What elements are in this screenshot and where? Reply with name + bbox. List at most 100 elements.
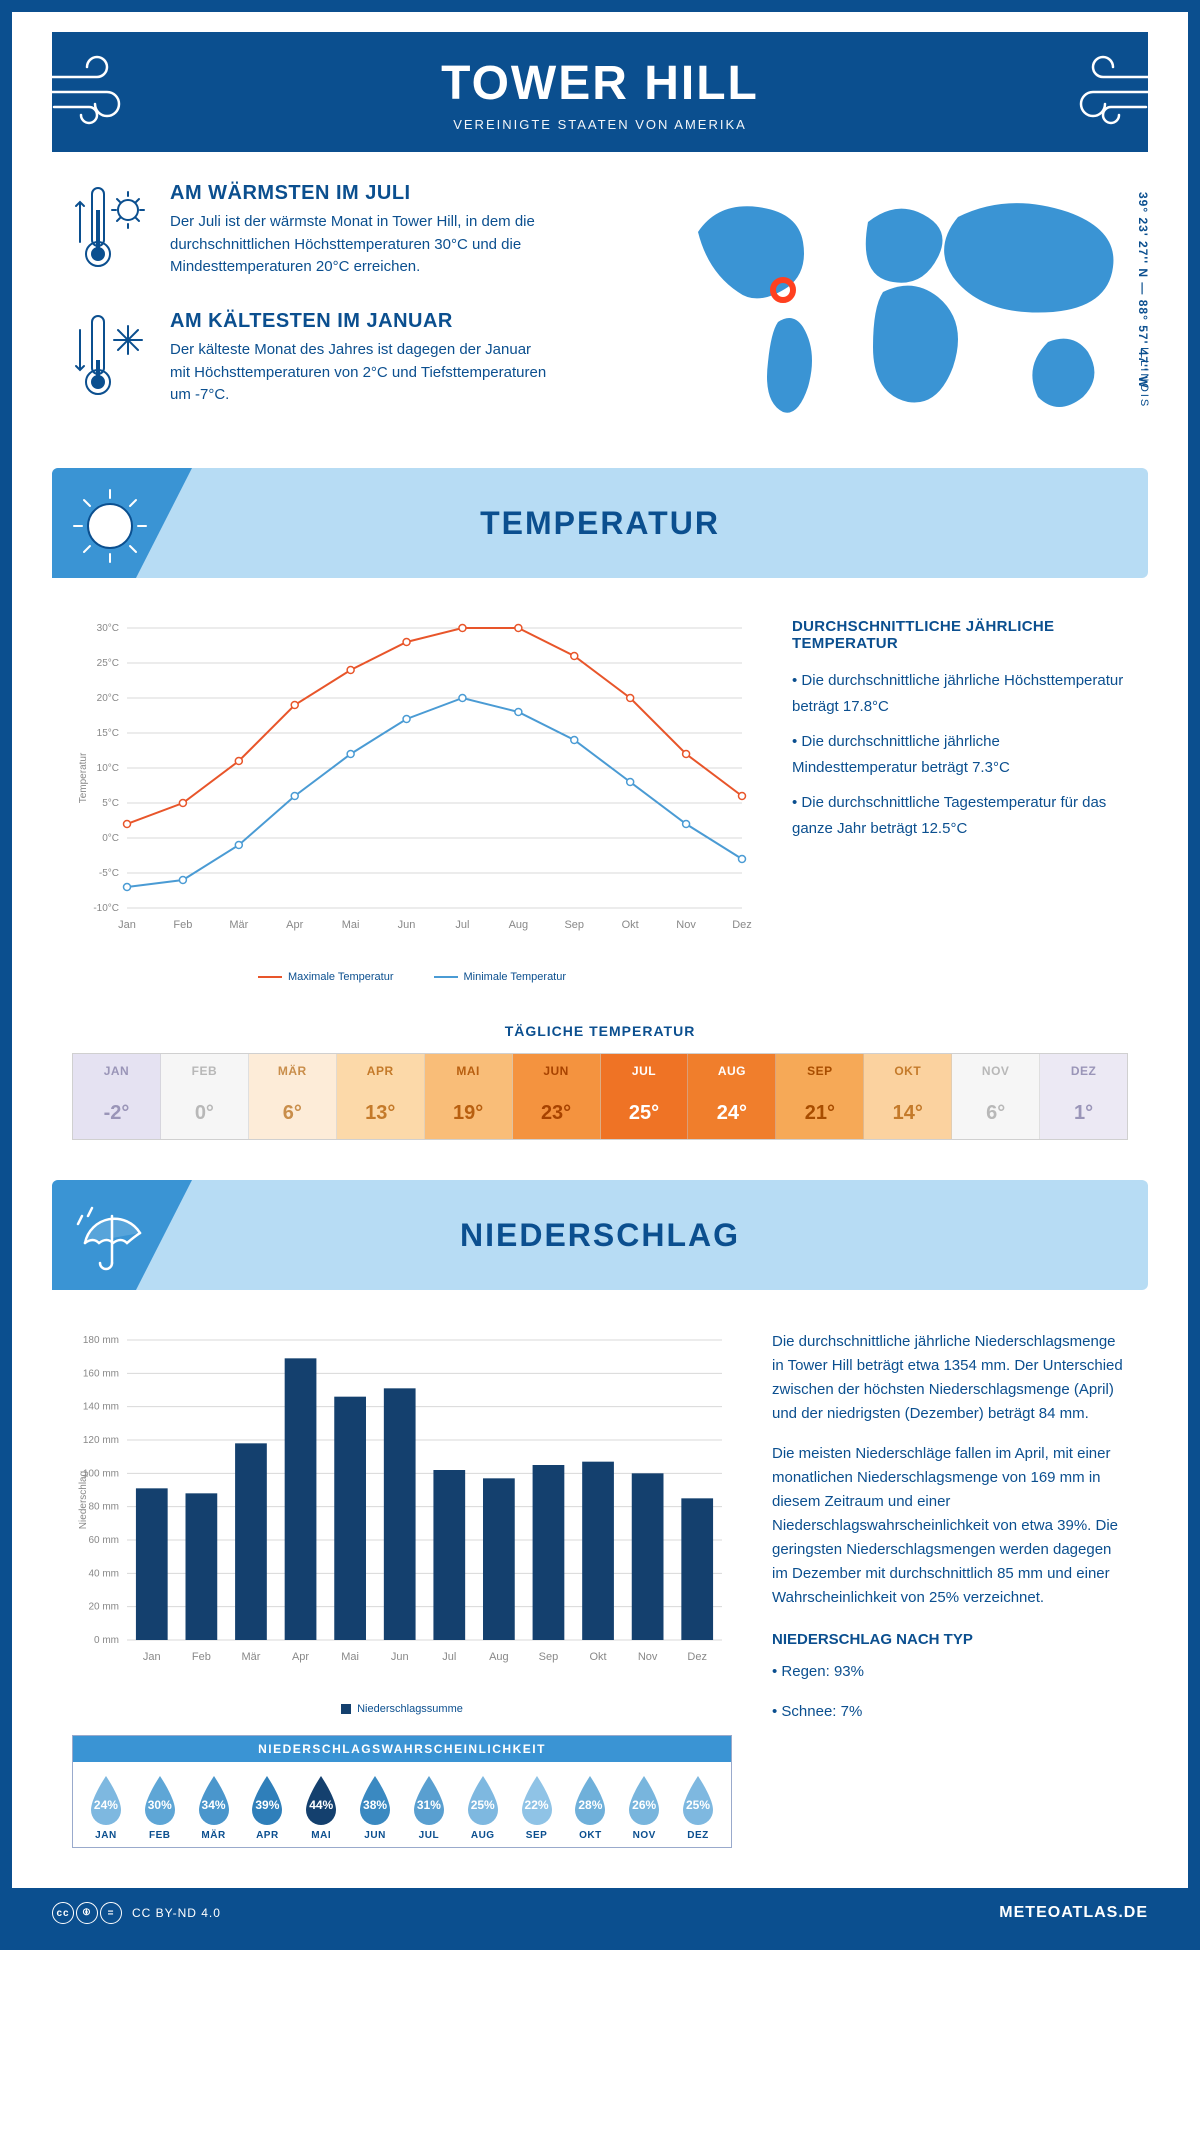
svg-text:Temperatur: Temperatur <box>78 752 89 803</box>
coldest-title: AM KÄLTESTEN IM JANUAR <box>170 310 550 333</box>
precip-banner: NIEDERSCHLAG <box>52 1180 1148 1290</box>
raindrop-icon: 44% <box>300 1774 342 1826</box>
svg-text:15°C: 15°C <box>97 728 119 739</box>
type-line: • Regen: 93% <box>772 1660 1128 1684</box>
daily-cell: FEB0° <box>161 1054 249 1139</box>
summary-bullet: • Die durchschnittliche jährliche Mindes… <box>792 729 1128 780</box>
svg-text:Jun: Jun <box>398 919 416 931</box>
summary-bullet: • Die durchschnittliche jährliche Höchst… <box>792 668 1128 719</box>
temperature-legend: Maximale Temperatur Minimale Temperatur <box>72 971 752 983</box>
probability-cell: 25% DEZ <box>671 1774 725 1841</box>
daily-temp-table: JAN-2° FEB0° MÄR6° APR13° MAI19° JUN23° … <box>72 1053 1128 1140</box>
cc-icon: cc🅯= <box>52 1902 122 1924</box>
raindrop-icon: 24% <box>85 1774 127 1826</box>
svg-text:160 mm: 160 mm <box>83 1368 119 1379</box>
raindrop-icon: 22% <box>516 1774 558 1826</box>
svg-text:25°C: 25°C <box>97 658 119 669</box>
svg-text:Jan: Jan <box>118 919 136 931</box>
svg-text:Apr: Apr <box>286 919 303 931</box>
coldest-text: Der kälteste Monat des Jahres ist dagege… <box>170 339 550 407</box>
svg-text:120 mm: 120 mm <box>83 1435 119 1446</box>
probability-cell: 22% SEP <box>510 1774 564 1841</box>
daily-cell: MÄR6° <box>249 1054 337 1139</box>
probability-cell: 31% JUL <box>402 1774 456 1841</box>
precip-para2: Die meisten Niederschläge fallen im Apri… <box>772 1442 1128 1610</box>
type-line: • Schnee: 7% <box>772 1700 1128 1724</box>
svg-text:Mai: Mai <box>342 919 360 931</box>
precip-chart-svg: 0 mm20 mm40 mm60 mm80 mm100 mm120 mm140 … <box>72 1330 732 1690</box>
svg-text:Jul: Jul <box>442 1651 456 1663</box>
svg-text:0°C: 0°C <box>102 833 119 844</box>
raindrop-icon: 34% <box>193 1774 235 1826</box>
raindrop-icon: 26% <box>623 1774 665 1826</box>
probability-cell: 24% JAN <box>79 1774 133 1841</box>
svg-text:Okt: Okt <box>622 919 639 931</box>
legend-min: Minimale Temperatur <box>464 971 567 983</box>
warmest-text: Der Juli ist der wärmste Monat in Tower … <box>170 211 550 279</box>
probability-cell: 44% MAI <box>294 1774 348 1841</box>
precip-para1: Die durchschnittliche jährliche Niedersc… <box>772 1330 1128 1426</box>
svg-text:60 mm: 60 mm <box>88 1535 119 1546</box>
daily-temp-title: TÄGLICHE TEMPERATUR <box>12 1023 1188 1039</box>
svg-text:Sep: Sep <box>539 1651 559 1663</box>
svg-text:-10°C: -10°C <box>93 903 119 914</box>
raindrop-icon: 38% <box>354 1774 396 1826</box>
license-label: CC BY-ND 4.0 <box>132 1906 221 1920</box>
svg-text:0 mm: 0 mm <box>94 1635 119 1646</box>
svg-text:-5°C: -5°C <box>99 868 119 879</box>
svg-text:Dez: Dez <box>687 1651 707 1663</box>
svg-text:10°C: 10°C <box>97 763 119 774</box>
temperature-summary: DURCHSCHNITTLICHE JÄHRLICHE TEMPERATUR •… <box>792 618 1128 983</box>
svg-text:Apr: Apr <box>292 1651 309 1663</box>
svg-text:Feb: Feb <box>173 919 192 931</box>
svg-text:180 mm: 180 mm <box>83 1335 119 1346</box>
svg-text:Okt: Okt <box>589 1651 606 1663</box>
svg-text:20°C: 20°C <box>97 693 119 704</box>
svg-text:20 mm: 20 mm <box>88 1602 119 1613</box>
summary-title: DURCHSCHNITTLICHE JÄHRLICHE TEMPERATUR <box>792 618 1128 652</box>
legend-max: Maximale Temperatur <box>288 971 394 983</box>
page-subtitle: VEREINIGTE STAATEN VON AMERIKA <box>52 117 1148 132</box>
temperature-chart: -10°C-5°C0°C5°C10°C15°C20°C25°C30°CJanFe… <box>72 618 752 983</box>
temperature-banner: TEMPERATUR <box>52 468 1148 578</box>
probability-cell: 30% FEB <box>133 1774 187 1841</box>
svg-text:Jun: Jun <box>391 1651 409 1663</box>
svg-text:Sep: Sep <box>564 919 584 931</box>
raindrop-icon: 28% <box>569 1774 611 1826</box>
svg-text:Feb: Feb <box>192 1651 211 1663</box>
temperature-chart-svg: -10°C-5°C0°C5°C10°C15°C20°C25°C30°CJanFe… <box>72 618 752 958</box>
precip-chart: 0 mm20 mm40 mm60 mm80 mm100 mm120 mm140 … <box>72 1330 732 1848</box>
temperature-heading: TEMPERATUR <box>480 505 720 542</box>
probability-cell: 28% OKT <box>563 1774 617 1841</box>
svg-text:40 mm: 40 mm <box>88 1568 119 1579</box>
precip-heading: NIEDERSCHLAG <box>460 1217 740 1254</box>
svg-text:Jan: Jan <box>143 1651 161 1663</box>
thermometer-hot-icon <box>72 182 152 277</box>
svg-text:Jul: Jul <box>455 919 469 931</box>
probability-cell: 38% JUN <box>348 1774 402 1841</box>
sun-icon <box>70 486 150 566</box>
infographic-page: TOWER HILL VEREINIGTE STAATEN VON AMERIK… <box>0 0 1200 1950</box>
header-banner: TOWER HILL VEREINIGTE STAATEN VON AMERIK… <box>52 32 1148 152</box>
svg-text:30°C: 30°C <box>97 623 119 634</box>
daily-cell: APR13° <box>337 1054 425 1139</box>
page-title: TOWER HILL <box>52 56 1148 111</box>
daily-cell: AUG24° <box>688 1054 776 1139</box>
probability-title: NIEDERSCHLAGSWAHRSCHEINLICHKEIT <box>73 1736 731 1762</box>
probability-cell: 34% MÄR <box>187 1774 241 1841</box>
svg-text:Aug: Aug <box>509 919 529 931</box>
svg-text:Mai: Mai <box>341 1651 359 1663</box>
summary-bullet: • Die durchschnittliche Tagestemperatur … <box>792 790 1128 841</box>
daily-cell: JUN23° <box>513 1054 601 1139</box>
probability-cell: 39% APR <box>240 1774 294 1841</box>
svg-text:Mär: Mär <box>229 919 248 931</box>
daily-cell: MAI19° <box>425 1054 513 1139</box>
coldest-block: AM KÄLTESTEN IM JANUAR Der kälteste Mona… <box>72 310 638 410</box>
raindrop-icon: 39% <box>246 1774 288 1826</box>
daily-cell: SEP21° <box>776 1054 864 1139</box>
daily-cell: OKT14° <box>864 1054 952 1139</box>
warmest-block: AM WÄRMSTEN IM JULI Der Juli ist der wär… <box>72 182 638 282</box>
svg-text:80 mm: 80 mm <box>88 1502 119 1513</box>
thermometer-cold-icon <box>72 310 152 405</box>
brand-label: METEOATLAS.DE <box>999 1904 1148 1922</box>
